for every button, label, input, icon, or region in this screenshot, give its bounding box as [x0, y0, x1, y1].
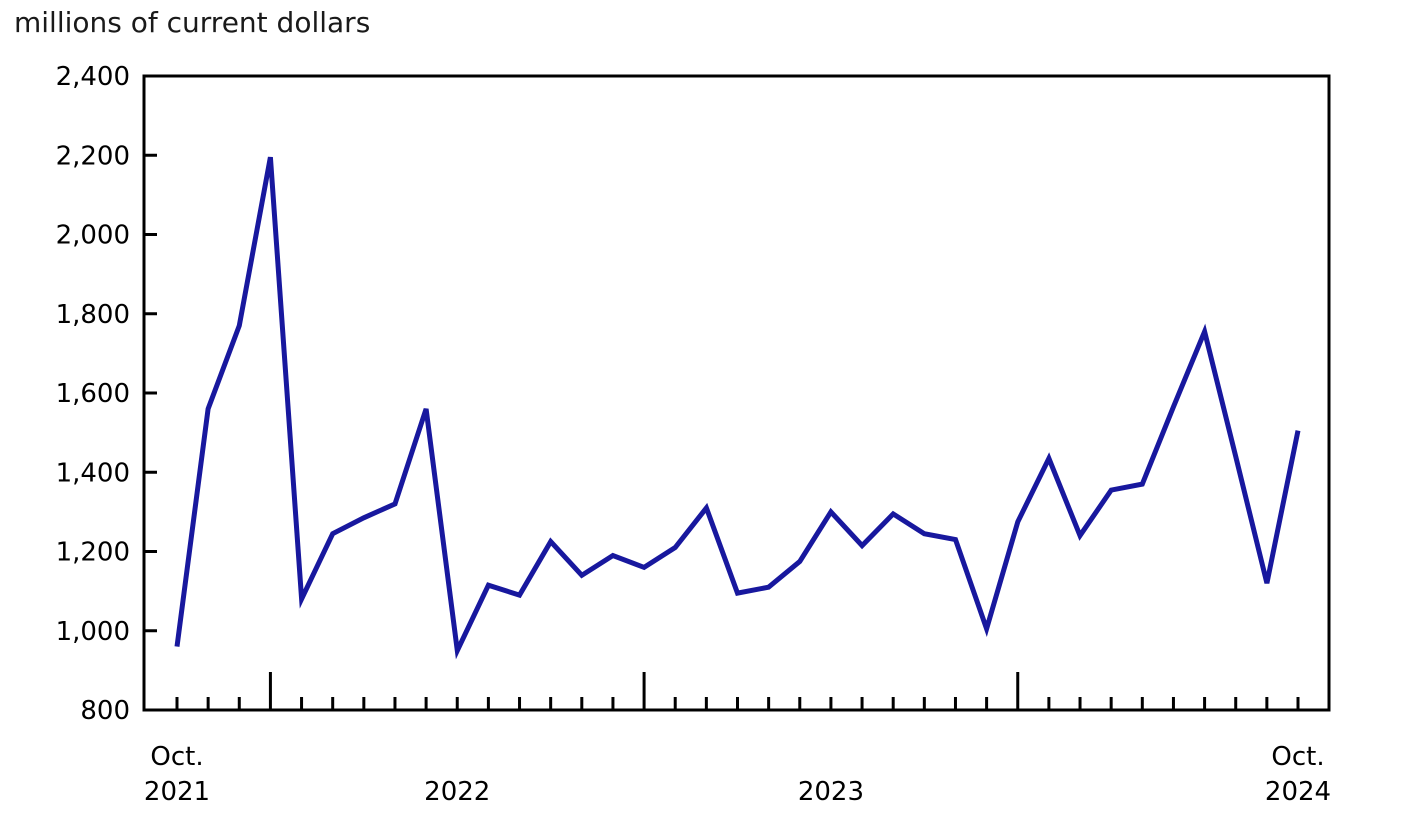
x-label-year: 2022	[424, 777, 490, 807]
data-line	[174, 156, 1301, 660]
x-label-start-month: Oct.	[150, 742, 203, 772]
x-label-end-year: 2024	[1265, 777, 1331, 807]
y-axis-tick-label: 1,200	[56, 538, 130, 568]
y-axis-tick-label: 2,400	[56, 62, 130, 92]
y-axis-tick-label: 1,800	[56, 300, 130, 330]
y-axis-tick-label: 1,000	[56, 617, 130, 647]
y-axis-tick-label: 2,200	[56, 141, 130, 171]
y-axis-tick-label: 800	[80, 696, 130, 726]
plot-frame	[142, 74, 1331, 712]
y-axis-tick-label: 1,400	[56, 458, 130, 488]
y-axis-tick-label: 1,600	[56, 379, 130, 409]
x-label-start-year: 2021	[144, 777, 210, 807]
x-label-year: 2023	[798, 777, 864, 807]
x-label-end-month: Oct.	[1271, 742, 1324, 772]
y-axis-tick-label: 2,000	[56, 221, 130, 251]
chart-title: millions of current dollars	[14, 6, 371, 39]
